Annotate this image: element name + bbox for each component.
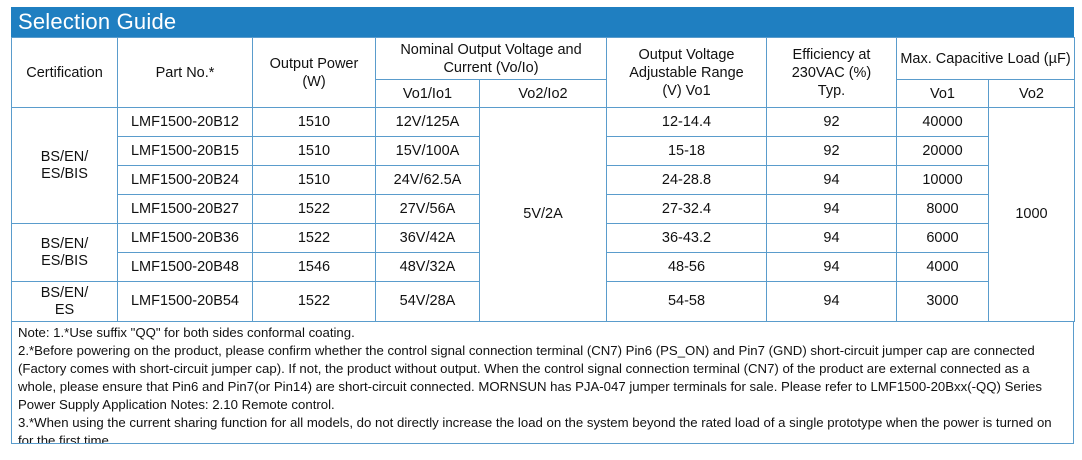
table-row: BS/EN/ ES LMF1500-20B54 1522 54V/28A 54-… [11, 281, 1075, 322]
vo1-cell: 36V/42A [375, 223, 480, 253]
table-row: BS/EN/ ES/BIS LMF1500-20B12 1510 12V/125… [11, 107, 1075, 322]
efficiency-cell: 92 [766, 136, 897, 166]
power-cell: 1510 [252, 136, 376, 166]
part-no-cell: LMF1500-20B27 [117, 194, 253, 224]
efficiency-cell: 94 [766, 223, 897, 253]
table-row: LMF1500-20B27 1522 27V/56A 27-32.4 94 80… [12, 194, 1075, 224]
cap-vo1-cell: 40000 [896, 107, 989, 137]
note-2: 2.*Before powering on the product, pleas… [18, 343, 1042, 412]
cap-vo1-cell: 4000 [896, 252, 989, 282]
efficiency-cell: 94 [766, 194, 897, 224]
header-nominal-output: Nominal Output Voltage and Current (Vo/I… [375, 37, 607, 80]
vo1-cell: 15V/100A [375, 136, 480, 166]
part-no-cell: LMF1500-20B24 [117, 165, 253, 195]
part-no-cell: LMF1500-20B54 [117, 281, 253, 322]
efficiency-cell: 92 [766, 107, 897, 137]
power-cell: 1522 [252, 194, 376, 224]
vo1-cell: 27V/56A [375, 194, 480, 224]
vo1-cell: 54V/28A [375, 281, 480, 322]
header-certification: Certification [11, 37, 118, 108]
efficiency-cell: 94 [766, 165, 897, 195]
selection-table: Certification Part No.* Output Power (W)… [11, 37, 1075, 322]
part-no-cell: LMF1500-20B12 [117, 107, 253, 137]
cert-group: BS/EN/ ES [11, 281, 118, 322]
range-cell: 24-28.8 [606, 165, 767, 195]
notes-section: Note: 1.*Use suffix "QQ" for both sides … [11, 322, 1074, 444]
part-no-cell: LMF1500-20B36 [117, 223, 253, 253]
header-cap-vo2: Vo2 [988, 79, 1075, 108]
power-cell: 1522 [252, 281, 376, 322]
efficiency-cell: 94 [766, 252, 897, 282]
part-no-cell: LMF1500-20B15 [117, 136, 253, 166]
selection-guide: Selection Guide Certification Part No.* … [11, 7, 1075, 444]
power-cell: 1522 [252, 223, 376, 253]
cert-group: BS/EN/ ES/BIS [11, 223, 118, 282]
vo2-cell: 5V/2A [479, 107, 607, 322]
header-adjustable-range: Output Voltage Adjustable Range (V) Vo1 [606, 37, 767, 108]
vo1-cell: 24V/62.5A [375, 165, 480, 195]
table-row: BS/EN/ ES/BIS LMF1500-20B36 1522 36V/42A… [11, 223, 1075, 282]
range-cell: 48-56 [606, 252, 767, 282]
header-capacitive-load: Max. Capacitive Load (µF) [896, 37, 1075, 80]
header-output-power: Output Power (W) [252, 37, 376, 108]
efficiency-cell: 94 [766, 281, 897, 322]
cap-vo1-cell: 8000 [896, 194, 989, 224]
cert-group: BS/EN/ ES/BIS [11, 107, 118, 224]
note-1: Note: 1.*Use suffix "QQ" for both sides … [18, 325, 355, 340]
range-cell: 27-32.4 [606, 194, 767, 224]
header-vo2io2: Vo2/Io2 [479, 79, 607, 108]
range-cell: 12-14.4 [606, 107, 767, 137]
vo1-cell: 12V/125A [375, 107, 480, 137]
cap-vo1-cell: 10000 [896, 165, 989, 195]
note-3: 3.*When using the current sharing functi… [18, 415, 1052, 444]
header-efficiency: Efficiency at 230VAC (%) Typ. [766, 37, 897, 108]
power-cell: 1510 [252, 107, 376, 137]
cap-vo1-cell: 6000 [896, 223, 989, 253]
vo1-cell: 48V/32A [375, 252, 480, 282]
header-vo1io1: Vo1/Io1 [375, 79, 480, 108]
cap-vo1-cell: 3000 [896, 281, 989, 322]
section-title: Selection Guide [11, 7, 1074, 37]
cap-vo2-cell: 1000 [988, 107, 1075, 322]
range-cell: 36-43.2 [606, 223, 767, 253]
range-cell: 15-18 [606, 136, 767, 166]
cap-vo1-cell: 20000 [896, 136, 989, 166]
table-row: LMF1500-20B48 1546 48V/32A 48-56 94 4000 [12, 252, 1075, 282]
range-cell: 54-58 [606, 281, 767, 322]
header-cap-vo1: Vo1 [896, 79, 989, 108]
part-no-cell: LMF1500-20B48 [117, 252, 253, 282]
power-cell: 1546 [252, 252, 376, 282]
header-part-no: Part No.* [117, 37, 253, 108]
table-row: LMF1500-20B15 1510 15V/100A 15-18 92 200… [12, 136, 1075, 166]
table-row: LMF1500-20B24 1510 24V/62.5A 24-28.8 94 … [12, 165, 1075, 195]
power-cell: 1510 [252, 165, 376, 195]
